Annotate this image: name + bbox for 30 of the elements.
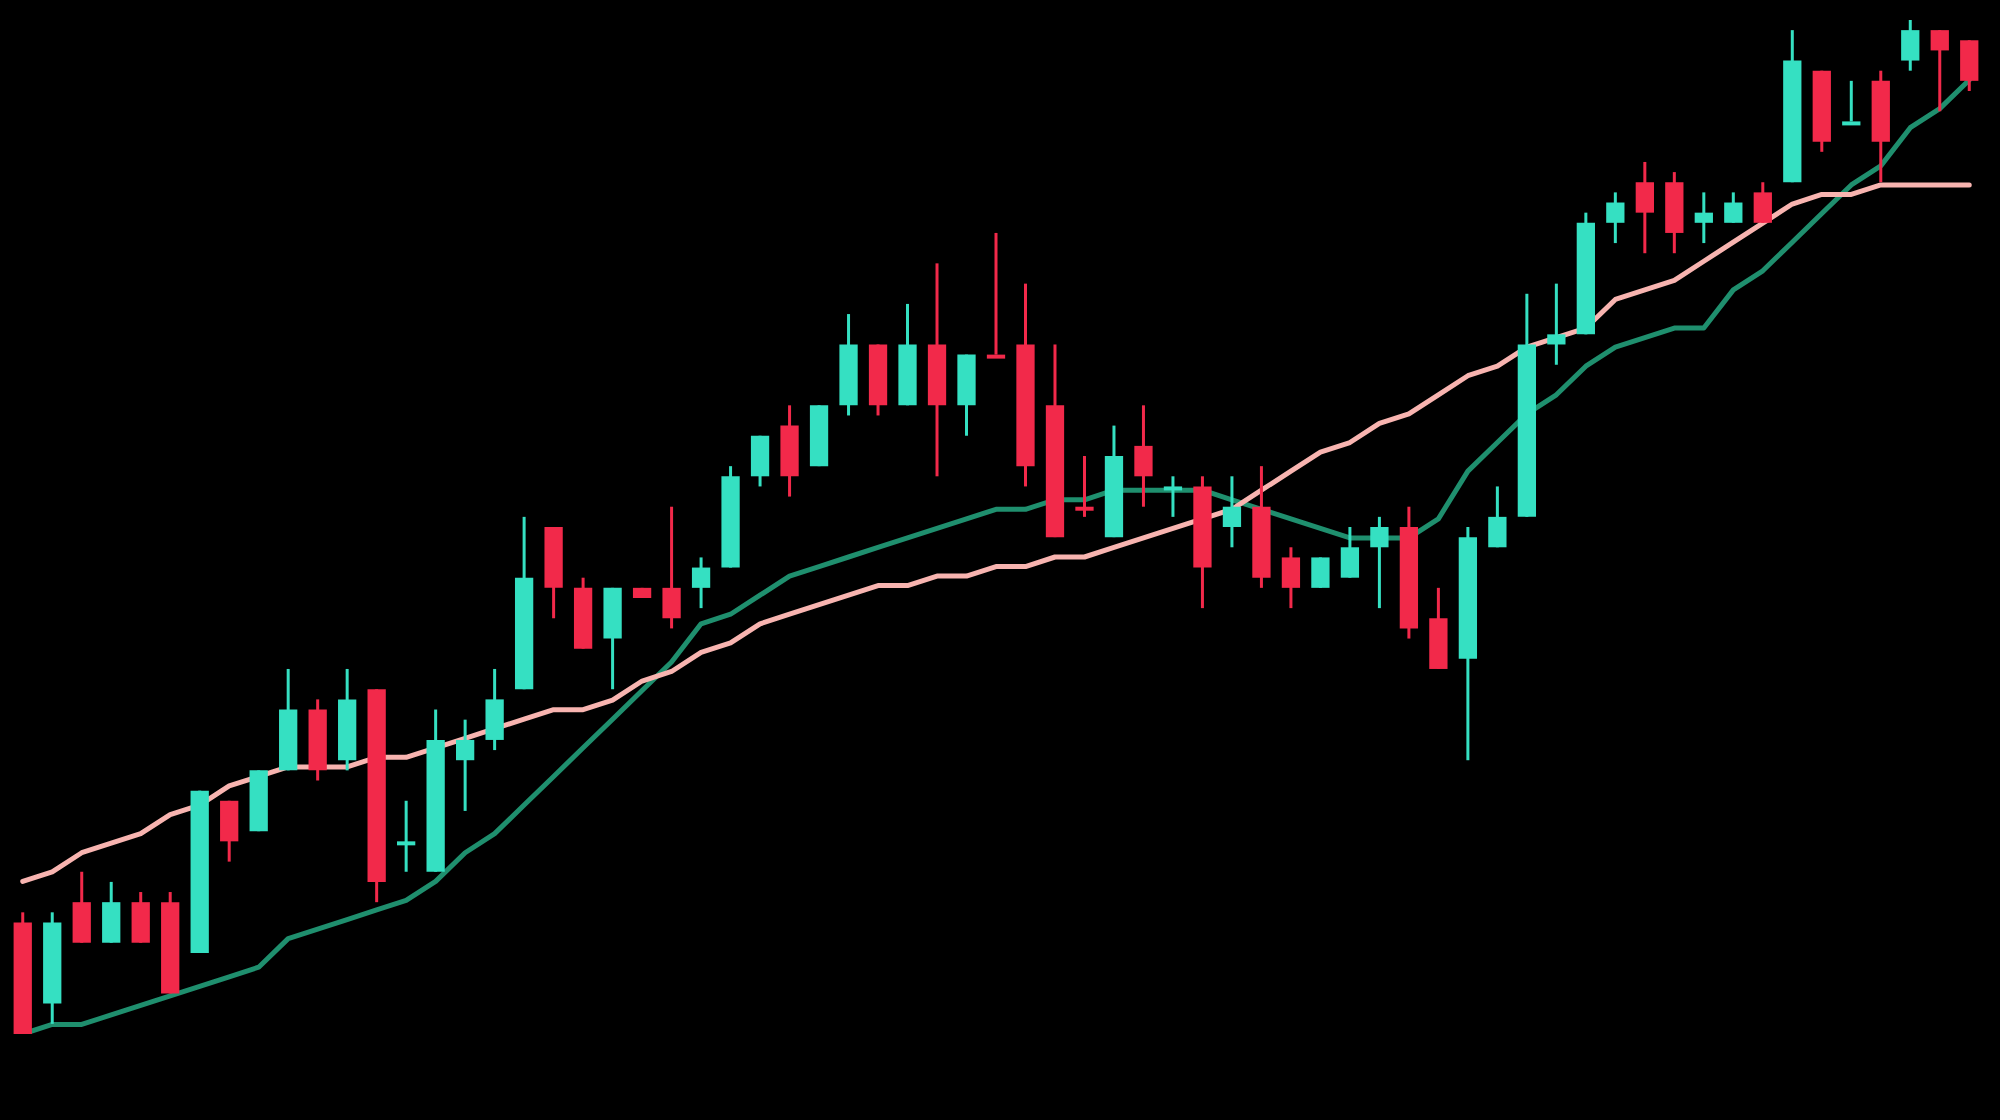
- candlestick: [1930, 28, 1949, 113]
- candlestick: [1960, 38, 1979, 93]
- candlestick: [1694, 190, 1713, 245]
- candlestick: [1547, 282, 1566, 367]
- candlestick: [1606, 190, 1625, 245]
- candlestick: [1753, 180, 1772, 225]
- candlestick: [1311, 555, 1330, 590]
- candlestick: [750, 434, 770, 488]
- candlestick: [1635, 160, 1654, 255]
- candlestick: [1842, 79, 1861, 126]
- candlestick: [1901, 18, 1920, 73]
- candlestick: [662, 505, 681, 630]
- candlestick: [1075, 454, 1094, 519]
- candlestick: [1488, 484, 1507, 549]
- candlestick: [1163, 474, 1183, 519]
- candlestick: [1222, 474, 1242, 549]
- candlestick: [131, 890, 150, 945]
- candlestick: [220, 799, 239, 864]
- candlestick: [102, 880, 121, 945]
- candlestick: [1724, 190, 1743, 225]
- candlestick: [72, 870, 91, 945]
- candlestick: [455, 718, 475, 813]
- candlestick: [397, 799, 416, 874]
- candlestick: [691, 555, 711, 610]
- candlestick: [485, 667, 504, 752]
- candlestick: [986, 231, 1006, 359]
- candlestick: [1134, 403, 1153, 509]
- candlestick: [1340, 525, 1360, 580]
- candlestick: [1281, 545, 1301, 610]
- candlestick: [1370, 515, 1389, 610]
